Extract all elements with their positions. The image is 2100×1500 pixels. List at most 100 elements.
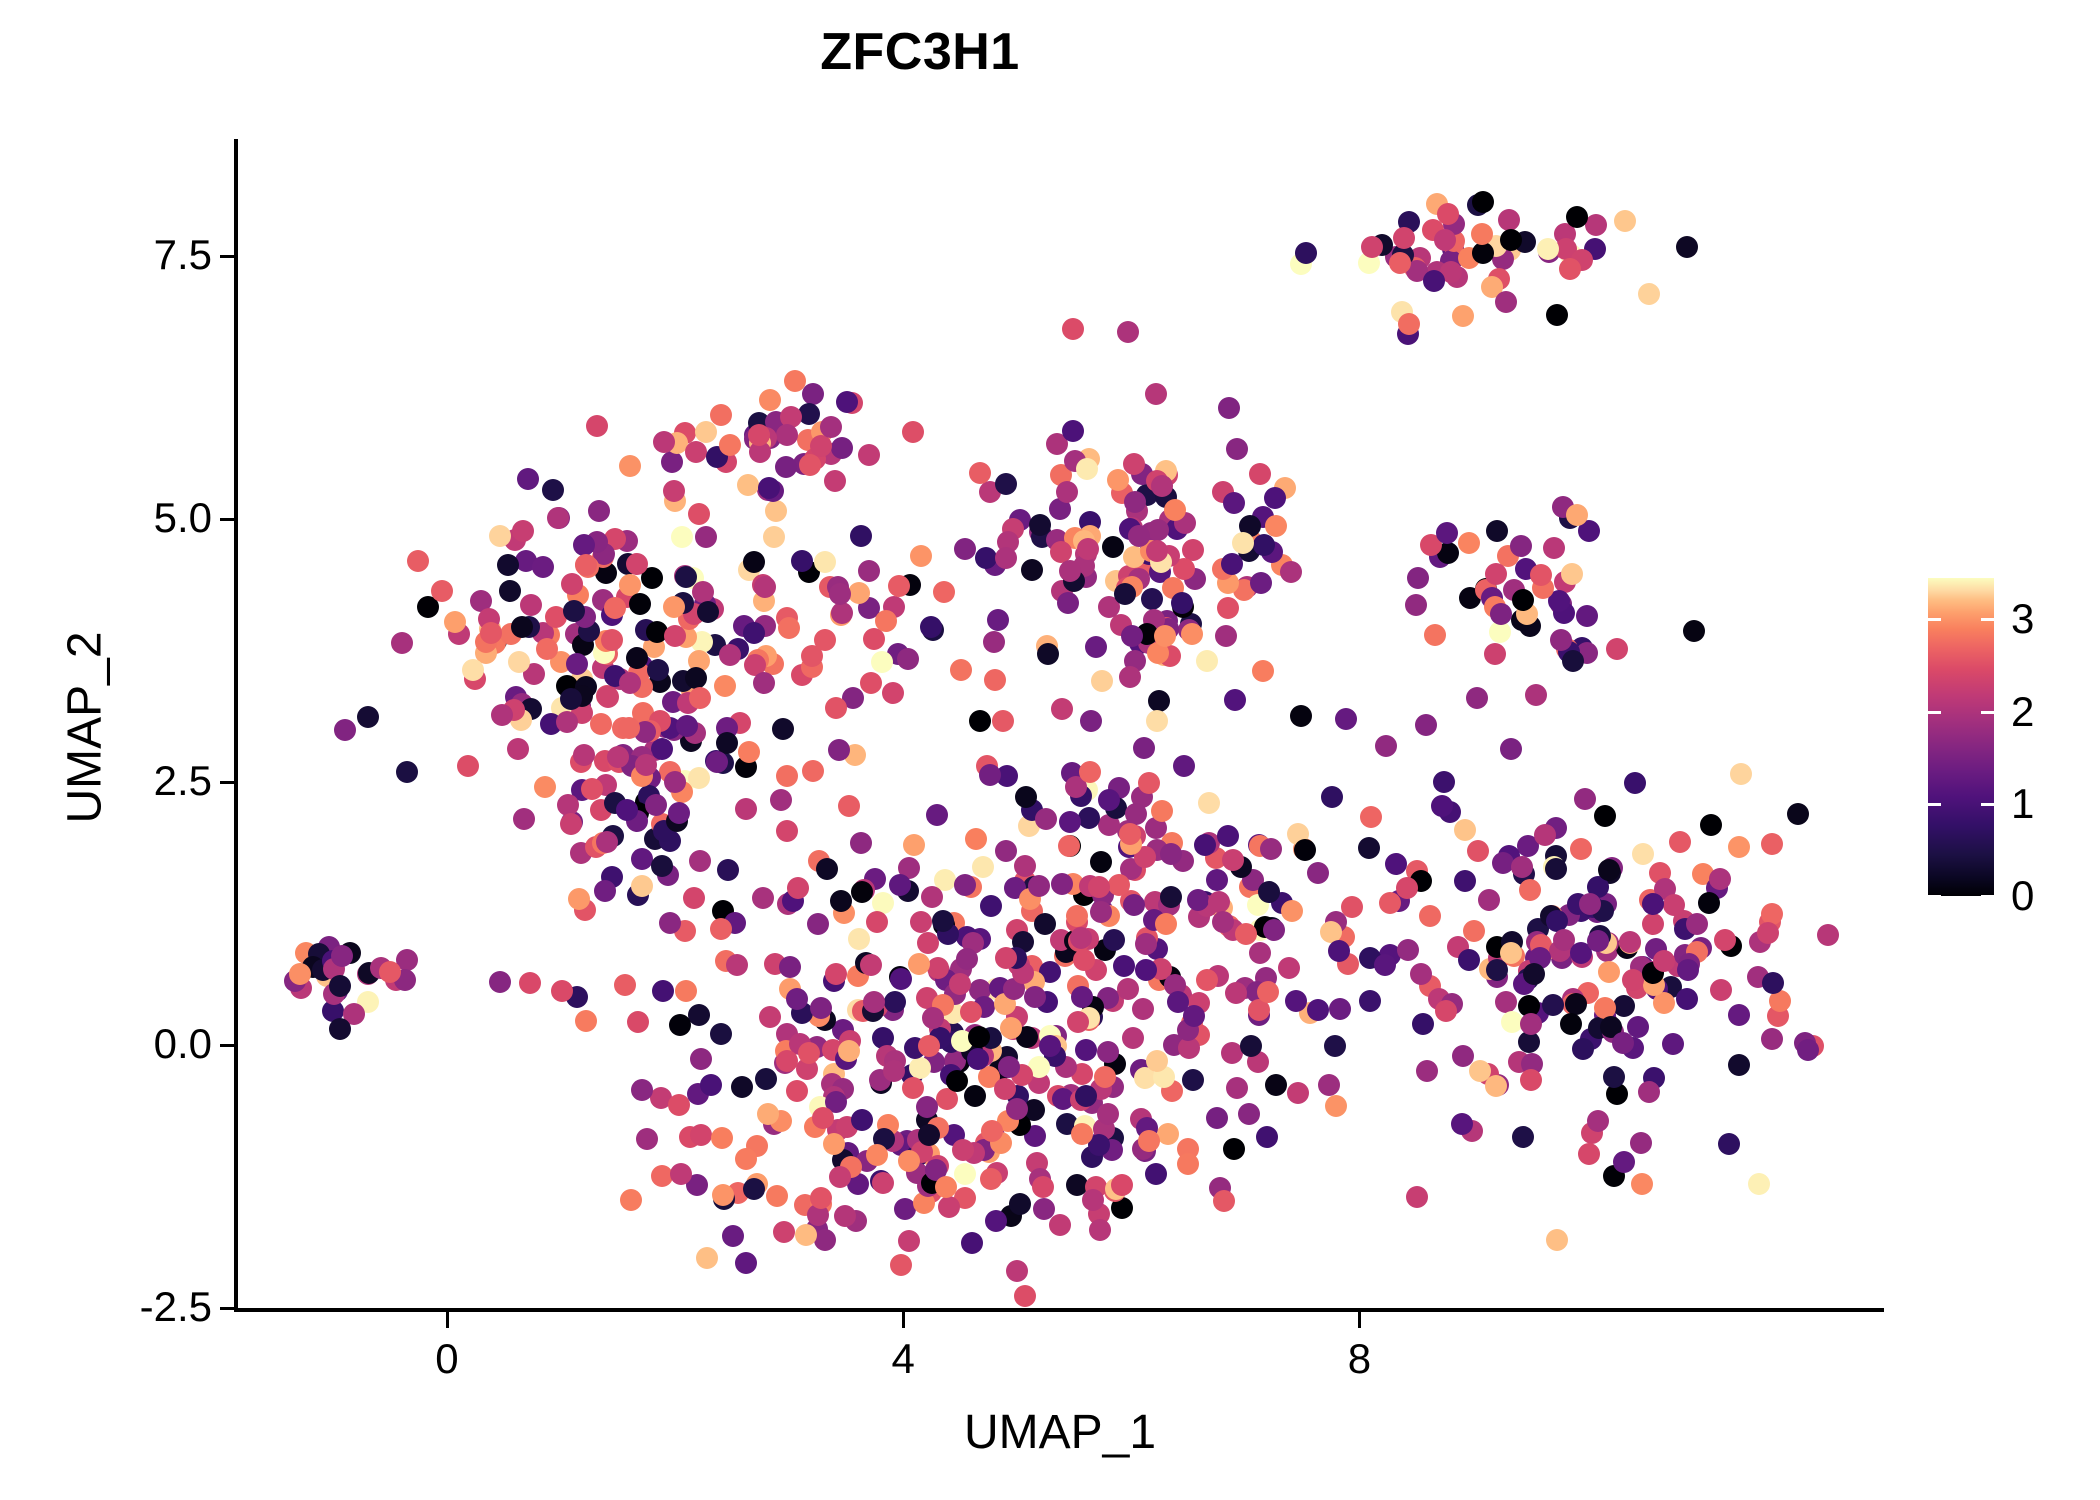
scatter-point — [915, 1095, 938, 1118]
scatter-point — [1235, 922, 1258, 945]
scatter-point — [1565, 503, 1588, 526]
scatter-point — [1173, 558, 1196, 581]
scatter-point — [1080, 709, 1103, 732]
scatter-point — [1547, 589, 1570, 612]
scatter-point — [660, 450, 683, 473]
scatter-point — [896, 648, 919, 671]
scatter-point — [559, 813, 582, 836]
scatter-point — [1134, 932, 1157, 955]
scatter-point — [1257, 880, 1280, 903]
scatter-point — [1097, 788, 1120, 811]
scatter-point — [810, 997, 833, 1020]
scatter-point — [1217, 396, 1240, 419]
scatter-point — [1180, 622, 1203, 645]
scatter-point — [1661, 1033, 1684, 1056]
scatter-point — [1500, 738, 1523, 761]
scatter-point — [851, 881, 874, 904]
scatter-point — [1248, 942, 1271, 965]
scatter-point — [1028, 514, 1051, 537]
scatter-point — [920, 615, 943, 638]
y-tick-label: -2.5 — [139, 1283, 212, 1330]
scatter-point — [812, 1107, 835, 1130]
scatter-point — [744, 653, 767, 676]
scatter-point — [902, 833, 925, 856]
scatter-point — [491, 704, 514, 727]
scatter-point — [779, 406, 802, 429]
scatter-point — [1050, 541, 1073, 564]
scatter-point — [871, 892, 894, 915]
scatter-point — [784, 369, 807, 392]
scatter-point — [322, 999, 345, 1022]
scatter-point — [1700, 814, 1723, 837]
scatter-point — [1570, 941, 1593, 964]
scatter-point — [969, 709, 991, 732]
scatter-point — [1454, 818, 1477, 841]
scatter-point — [1101, 535, 1124, 558]
scatter-point — [574, 553, 597, 576]
scatter-point — [1424, 623, 1447, 646]
scatter-point — [934, 869, 957, 891]
scatter-point — [1294, 242, 1317, 265]
scatter-point — [1002, 978, 1025, 1001]
scatter-point — [997, 1056, 1020, 1079]
scatter-point — [1619, 930, 1642, 953]
scatter-point — [568, 887, 591, 910]
scatter-point — [1205, 868, 1228, 891]
scatter-point — [1480, 276, 1503, 299]
scatter-point — [995, 946, 1018, 969]
scatter-point — [518, 971, 541, 994]
scatter-point — [758, 476, 781, 499]
scatter-point — [775, 765, 798, 788]
scatter-point — [1676, 958, 1699, 981]
scatter-point — [1306, 998, 1329, 1021]
scatter-point — [721, 1225, 744, 1248]
scatter-point — [328, 975, 351, 998]
scatter-point — [1682, 620, 1705, 643]
scatter-point — [809, 434, 832, 457]
scatter-point — [1414, 714, 1437, 737]
scatter-point — [626, 646, 648, 669]
scatter-point — [523, 662, 546, 685]
scatter-point — [1518, 1030, 1540, 1053]
scatter-point — [1027, 1072, 1050, 1095]
scatter-point — [1006, 1097, 1029, 1120]
scatter-point — [1050, 872, 1073, 895]
scatter-point — [951, 1138, 974, 1161]
scatter-point — [1051, 698, 1074, 721]
x-tick-mark — [445, 1312, 449, 1328]
scatter-point — [635, 1128, 658, 1151]
colorbar-tick-mark — [1981, 895, 1994, 898]
scatter-point — [921, 885, 944, 908]
scatter-point — [1221, 1041, 1244, 1064]
scatter-point — [626, 1011, 649, 1034]
scatter-point — [968, 1025, 991, 1048]
scatter-point — [1123, 453, 1146, 476]
scatter-point — [772, 1221, 795, 1244]
scatter-point — [1675, 988, 1698, 1011]
scatter-point — [1293, 838, 1316, 861]
scatter-point — [1466, 687, 1489, 710]
scatter-point — [1587, 875, 1610, 898]
scatter-point — [1087, 875, 1110, 898]
scatter-point — [797, 403, 820, 426]
scatter-point — [863, 627, 886, 650]
scatter-point — [1533, 823, 1556, 846]
scatter-point — [960, 1001, 983, 1024]
scatter-point — [1128, 524, 1151, 547]
colorbar-tick-label: 3 — [2011, 595, 2035, 643]
scatter-point — [1561, 563, 1584, 586]
scatter-point — [709, 917, 732, 940]
scatter-point — [456, 754, 479, 777]
scatter-point — [1436, 541, 1459, 564]
scatter-point — [626, 552, 649, 575]
scatter-point — [1181, 1069, 1204, 1092]
scatter-point — [1133, 845, 1156, 868]
scatter-point — [1761, 972, 1784, 995]
scatter-point — [1089, 901, 1112, 924]
scatter-point — [544, 605, 567, 628]
y-tick-label: 7.5 — [153, 230, 212, 278]
scatter-point — [1334, 707, 1357, 730]
scatter-point — [1090, 670, 1113, 693]
scatter-point — [650, 855, 673, 878]
scatter-point — [1606, 1083, 1629, 1105]
